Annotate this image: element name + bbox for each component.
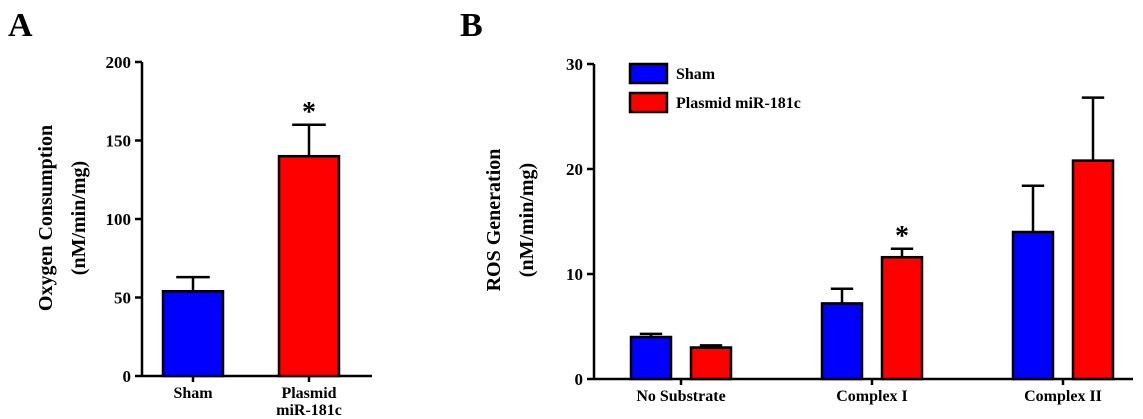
a-y-tick-label: 150 <box>106 132 132 151</box>
a-bar <box>161 289 225 378</box>
bars-a: * <box>161 97 341 378</box>
a-x-tick-label: Plasmid <box>281 385 336 402</box>
a-y-tick-label: 100 <box>106 210 132 229</box>
b-y-tick-label: 0 <box>575 370 584 389</box>
chart-panel-b: B ROS Generation (nM/min/mg) 0 10 20 30 No S… <box>460 7 1133 405</box>
b-significance-star: * <box>895 221 909 252</box>
a-x-tick-label: Sham <box>173 385 213 402</box>
b-x-tick-label: Complex II <box>1024 388 1102 405</box>
b-bar <box>1011 230 1055 381</box>
bars-b: * <box>629 96 1115 381</box>
b-bar <box>629 335 673 381</box>
b-bar <box>689 346 733 381</box>
chart-panel-a: A Oxygen Consumption (nM/min/mg) 0 50 100 1… <box>8 7 372 419</box>
legend-swatch <box>628 91 669 114</box>
legend-b: Sham Plasmid miR-181c <box>628 62 801 114</box>
b-bar <box>820 302 864 381</box>
a-significance-star: * <box>302 97 316 128</box>
a-y-tick-label: 0 <box>123 367 132 386</box>
legend-swatch <box>628 62 669 85</box>
a-x-tick-label-line2: miR-181c <box>276 402 342 419</box>
y-axis-title-b: ROS Generation <box>483 149 505 292</box>
b-y-tick-label: 30 <box>566 55 583 74</box>
legend-label: Sham <box>676 66 716 83</box>
b-x-tick-label: No Substrate <box>636 388 725 405</box>
legend-label: Plasmid miR-181c <box>676 95 801 112</box>
b-bar <box>1071 159 1115 381</box>
y-axis-units-b: (nM/min/mg) <box>516 163 538 277</box>
panel-label-a: A <box>8 7 33 44</box>
b-y-tick-label: 20 <box>566 160 583 179</box>
a-y-tick-label: 200 <box>106 53 132 72</box>
y-axis-title-a: Oxygen Consumption <box>35 125 57 311</box>
b-x-tick-label: Complex I <box>836 388 908 405</box>
b-bar <box>880 255 924 381</box>
a-y-tick-label: 50 <box>114 289 131 308</box>
y-axis-units-a: (nM/min/mg) <box>68 161 90 275</box>
a-bar <box>277 154 341 378</box>
b-y-tick-label: 10 <box>566 265 583 284</box>
panel-label-b: B <box>460 7 483 44</box>
